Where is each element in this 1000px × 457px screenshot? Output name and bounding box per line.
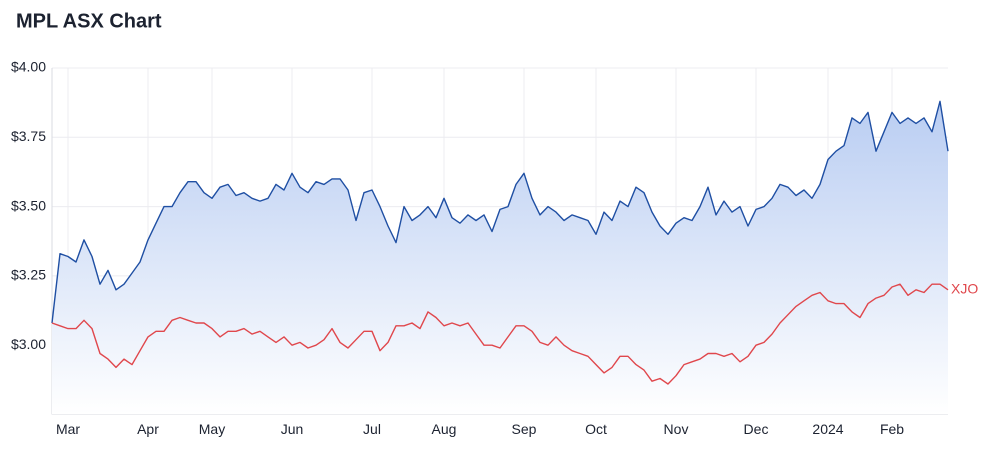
x-tick-label: Sep <box>512 421 537 437</box>
x-tick-label: Apr <box>137 421 159 437</box>
x-tick-label: May <box>199 421 225 437</box>
x-tick-label: Aug <box>432 421 457 437</box>
area <box>52 101 948 415</box>
y-tick-label: $3.00 <box>11 336 46 352</box>
x-tick-label: Dec <box>744 421 769 437</box>
x-tick-label: Oct <box>585 421 607 437</box>
line <box>51 100 949 324</box>
line <box>51 283 949 385</box>
x-tick-label: Jul <box>363 421 381 437</box>
x-tick-label: Nov <box>664 421 689 437</box>
y-tick-label: $4.00 <box>11 59 46 75</box>
x-tick-label: Mar <box>56 421 80 437</box>
y-tick-label: $3.50 <box>11 197 46 213</box>
series-label: XJO <box>951 280 978 296</box>
y-tick-label: $3.25 <box>11 267 46 283</box>
chart-title: MPL ASX Chart <box>16 10 162 32</box>
y-tick-label: $3.75 <box>11 128 46 144</box>
x-tick-label: Feb <box>880 421 904 437</box>
x-tick-label: 2024 <box>812 421 843 437</box>
x-tick-label: Jun <box>281 421 304 437</box>
